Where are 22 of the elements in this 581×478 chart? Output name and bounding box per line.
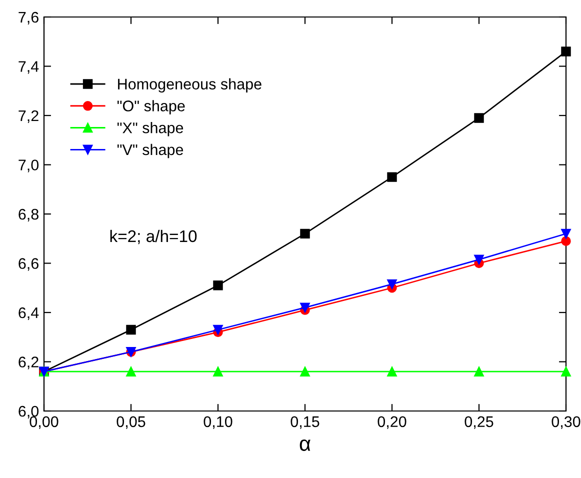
x-tick-label: 0,20 [378,416,406,429]
legend-label: "X" shape [117,122,184,136]
y-tick-label: 7,6 [18,12,38,24]
legend-label: "V" shape [117,144,184,158]
annotation: k=2; a/h=10 [110,230,197,244]
legend-label: Homogeneous shape [118,78,262,93]
y-tick-label: 7,0 [18,160,39,172]
x-tick-label: 0,15 [290,416,320,429]
x-tick-label: 0,05 [116,416,146,429]
x-tick-label: 0,00 [30,416,58,429]
y-tick-label: 6,8 [18,208,38,222]
x-axis-title: α [300,440,310,451]
y-tick-label: 6,6 [18,258,38,271]
y-tick-label: 6,4 [18,307,39,320]
x-tick-label: 0,10 [204,416,232,429]
legend-label: "O" shape [117,100,185,114]
x-tick-label: 0,25 [464,416,494,429]
x-tick-label: 0,30 [552,416,580,429]
y-tick-label: 7,2 [18,110,38,123]
y-tick-label: 6,2 [18,356,38,370]
y-tick-label: 7,4 [18,61,39,74]
y-tick-label: 6,0 [18,406,39,418]
